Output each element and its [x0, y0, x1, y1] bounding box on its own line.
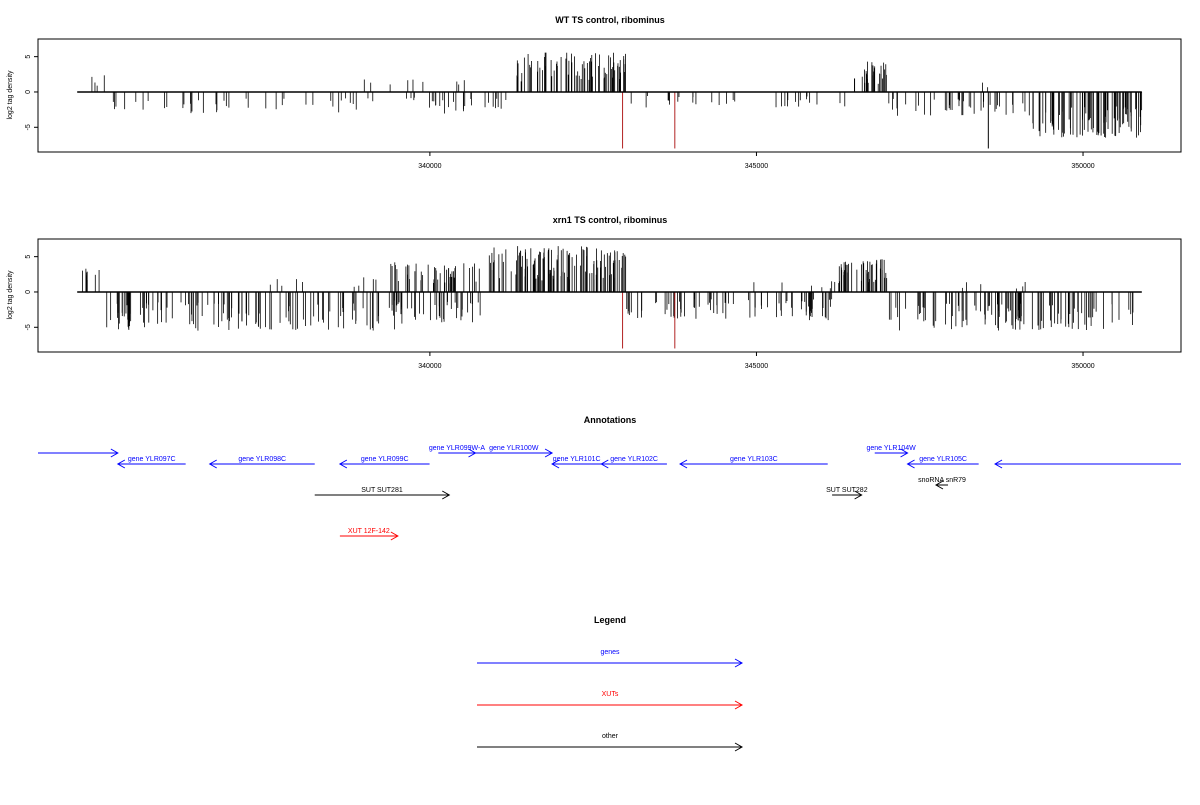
- legend-label: genes: [600, 649, 620, 656]
- feature-sut-sut281: SUT SUT281: [314, 487, 451, 500]
- feature-arrowhead: [390, 531, 399, 541]
- feature-gene-ylr099w-a: gene YLR099W-A: [429, 445, 485, 458]
- legend-arrowhead: [734, 700, 744, 710]
- legend-arrowhead: [734, 742, 744, 752]
- legend-panel: Legend genes XUTs other: [477, 615, 744, 752]
- x-tick-label: 345000: [745, 163, 768, 170]
- feature-arrowhead: [116, 459, 126, 469]
- wt-ylabel: log2 tag density: [7, 70, 14, 120]
- annotations-title: Annotations: [584, 415, 637, 425]
- x-tick-label: 345000: [745, 363, 768, 370]
- feature-label: gene YLR101C: [553, 456, 601, 463]
- feature-arrowhead: [338, 459, 348, 469]
- feature-label: snoRNA snR79: [918, 477, 966, 484]
- feature-sut-sut282: SUT SUT282: [826, 487, 868, 500]
- legend-label: XUTs: [602, 691, 619, 698]
- feature-label: gene YLR100W: [489, 445, 539, 452]
- legend-item-other: other: [477, 733, 744, 752]
- feature-label: gene YLR099C: [361, 456, 409, 463]
- feature-partial: [38, 448, 119, 458]
- feature-label: XUT 12F-142: [348, 528, 390, 535]
- y-tick-label: 0: [25, 290, 32, 294]
- feature-partial: [994, 459, 1181, 469]
- xrn1-plot-frame: [37, 238, 1182, 353]
- feature-arrowhead: [551, 459, 560, 469]
- feature-arrowhead: [442, 490, 451, 500]
- annotations-panel: Annotations gene YLR097C gene YLR098C gene…: [38, 415, 1181, 541]
- feature-label: gene YLR097C: [128, 456, 176, 463]
- feature-gene-ylr101c: gene YLR101C: [551, 456, 602, 469]
- feature-label: SUT SUT282: [826, 487, 868, 494]
- feature-gene-ylr104w: gene YLR104W: [866, 445, 916, 458]
- legend-arrowhead: [734, 658, 744, 668]
- wt-plot-frame: [37, 38, 1182, 153]
- feature-label: gene YLR104W: [866, 445, 916, 452]
- feature-snorna-snr79: snoRNA snR79: [918, 477, 966, 490]
- xrn1-bars: [82, 246, 1134, 349]
- y-tick-label: 0: [25, 90, 32, 94]
- legend-label: other: [602, 733, 619, 740]
- feature-arrowhead: [900, 448, 909, 458]
- feature-arrowhead: [544, 448, 554, 458]
- feature-gene-ylr098c: gene YLR098C: [208, 456, 315, 469]
- y-tick-label: 5: [25, 55, 32, 59]
- feature-arrowhead: [906, 459, 915, 469]
- feature-gene-ylr097c: gene YLR097C: [116, 456, 186, 469]
- feature-gene-ylr105c: gene YLR105C: [906, 456, 979, 469]
- feature-label: gene YLR102C: [610, 456, 658, 463]
- x-tick-label: 350000: [1071, 363, 1094, 370]
- y-tick-label: -5: [25, 124, 32, 130]
- feature-label: SUT SUT281: [361, 487, 403, 494]
- feature-label: gene YLR103C: [730, 456, 778, 463]
- feature-gene-ylr103c: gene YLR103C: [679, 456, 828, 469]
- feature-arrowhead: [110, 448, 119, 458]
- feature-tracks: gene YLR097C gene YLR098C gene YLR099C gene…: [38, 445, 1181, 541]
- feature-arrowhead: [600, 459, 609, 469]
- x-tick-label: 350000: [1071, 163, 1094, 170]
- feature-label: gene YLR098C: [238, 456, 286, 463]
- wt-bars: [91, 52, 1143, 149]
- xrn1-x-axis: 340000 345000 350000: [418, 352, 1095, 370]
- feature-label: gene YLR099W-A: [429, 445, 485, 452]
- feature-arrowhead: [679, 459, 688, 469]
- legend-item-xuts: XUTs: [477, 691, 744, 710]
- feature-gene-ylr102c: gene YLR102C: [600, 456, 667, 469]
- xrn1-title: xrn1 TS control, ribominus: [553, 215, 668, 225]
- feature-xut-12f-142: XUT 12F-142: [339, 528, 399, 541]
- y-tick-label: 5: [25, 255, 32, 259]
- feature-label: gene YLR105C: [919, 456, 967, 463]
- xrn1-y-axis: -5 0 5: [25, 255, 38, 330]
- wt-panel: WT TS control, ribominus log2 tag densit…: [7, 15, 1182, 170]
- x-tick-label: 340000: [418, 363, 441, 370]
- wt-y-axis: -5 0 5: [25, 55, 38, 130]
- feature-gene-ylr100w: gene YLR100W: [475, 445, 554, 458]
- legend-title: Legend: [594, 615, 626, 625]
- feature-arrowhead: [208, 459, 217, 469]
- x-tick-label: 340000: [418, 163, 441, 170]
- feature-arrowhead: [994, 459, 1003, 469]
- y-tick-label: -5: [25, 324, 32, 330]
- legend-item-genes: genes: [477, 649, 744, 668]
- feature-arrowhead: [934, 480, 944, 490]
- feature-gene-ylr099c: gene YLR099C: [338, 456, 430, 469]
- wt-x-axis: 340000 345000 350000: [418, 152, 1095, 170]
- legend-items: genes XUTs other: [477, 649, 744, 752]
- xrn1-ylabel: log2 tag density: [7, 270, 14, 320]
- wt-title: WT TS control, ribominus: [555, 15, 665, 25]
- xrn1-panel: xrn1 TS control, ribominus log2 tag dens…: [7, 215, 1182, 370]
- feature-arrowhead: [854, 490, 863, 500]
